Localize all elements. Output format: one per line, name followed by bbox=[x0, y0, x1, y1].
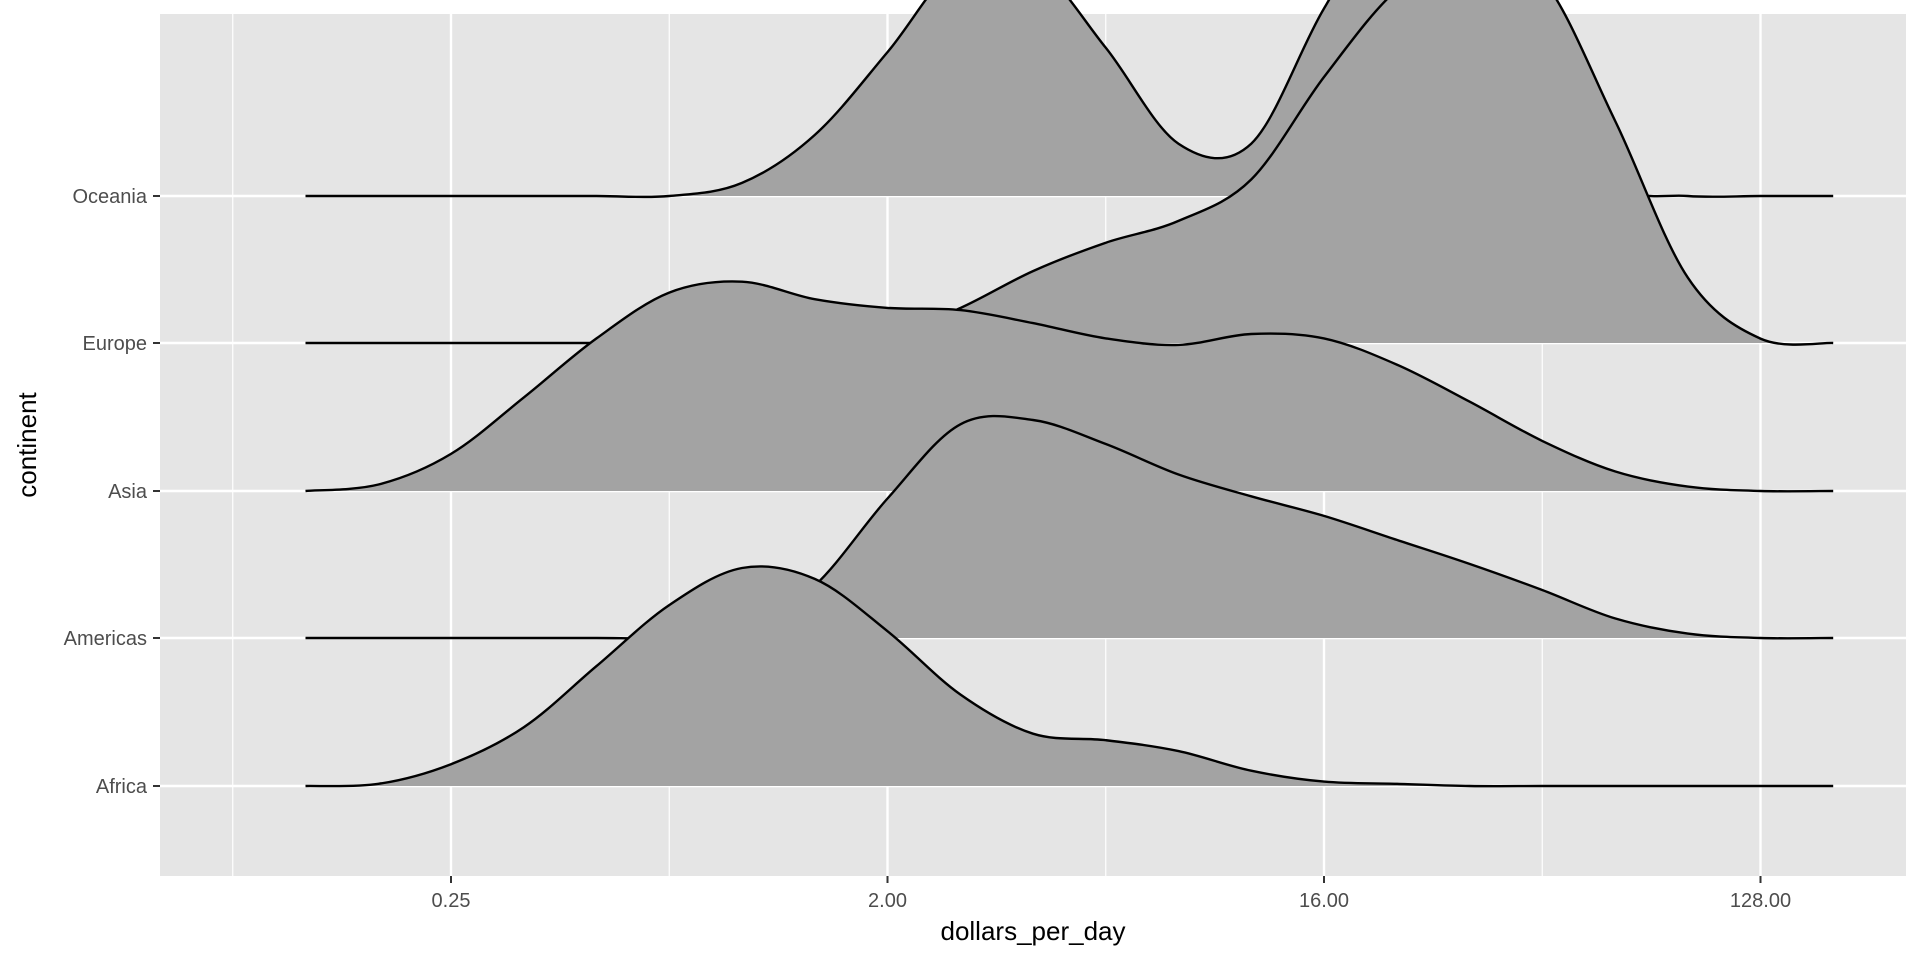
x-tick-label: 16.00 bbox=[1299, 890, 1349, 912]
y-axis-title: continent bbox=[12, 391, 42, 497]
ridge-fill-americas bbox=[305, 416, 1834, 639]
ridge-fill-europe bbox=[305, 0, 1834, 345]
ridge-fill-asia bbox=[305, 281, 1834, 492]
y-axis: Africa Americas Asia Europe Oceania bbox=[64, 186, 160, 798]
ridge-line-africa bbox=[305, 565, 1834, 788]
y-tick-label-asia: Asia bbox=[108, 481, 148, 503]
y-tick-label-africa: Africa bbox=[96, 776, 148, 798]
density-ridges bbox=[305, 0, 1834, 788]
ridge-line-europe bbox=[305, 0, 1834, 346]
y-tick-label-oceania: Oceania bbox=[73, 186, 148, 208]
ridge-line-asia bbox=[305, 280, 1834, 493]
x-tick-label: 0.25 bbox=[432, 890, 471, 912]
ridge-fill-africa bbox=[305, 566, 1834, 787]
x-tick-label: 128.00 bbox=[1730, 890, 1791, 912]
ridge-line-americas bbox=[305, 414, 1834, 641]
x-axis: 0.25 2.00 16.00 128.00 bbox=[432, 876, 1791, 912]
x-tick-label: 2.00 bbox=[868, 890, 907, 912]
x-axis-title: dollars_per_day bbox=[940, 916, 1125, 946]
y-tick-label-europe: Europe bbox=[83, 333, 148, 355]
y-tick-label-americas: Americas bbox=[64, 628, 147, 650]
